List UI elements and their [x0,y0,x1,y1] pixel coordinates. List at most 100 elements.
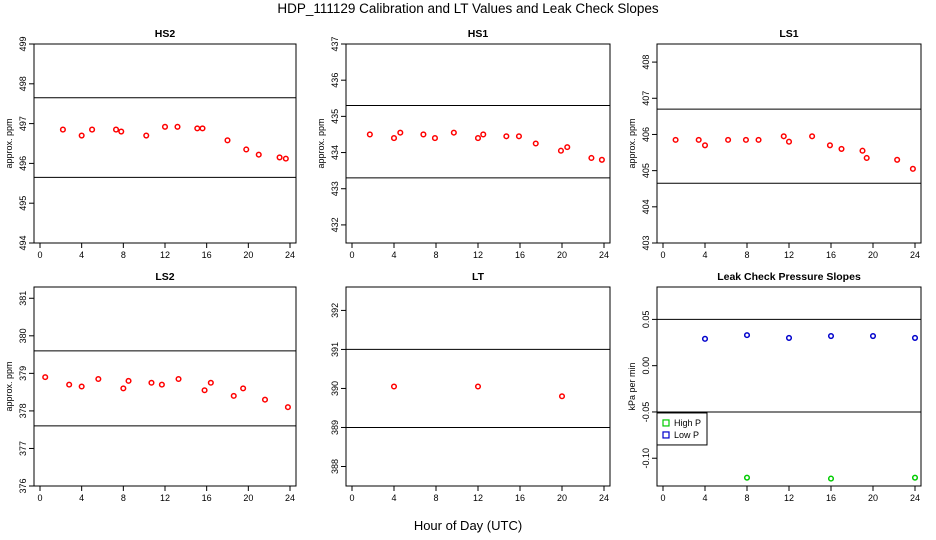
data-point [261,396,269,403]
data-point [503,133,510,140]
data-point [158,381,165,388]
data-point-high-p [911,474,919,481]
x-tick-label: 4 [79,250,84,260]
x-tick-label: 8 [744,493,749,503]
x-tick-label: 8 [433,493,438,503]
y-tick-label: -0.10 [641,448,651,469]
data-point [59,126,66,133]
data-point [558,393,566,400]
plot-frame [345,286,611,487]
y-tick-label: 381 [18,291,28,306]
x-axis-title: Hour of Day (UTC) [413,518,523,533]
plot-frame [656,286,922,487]
y-tick-label: 377 [18,441,28,456]
x-tick-label: 24 [599,250,609,260]
panel-title: HS2 [155,28,176,40]
y-tick-label: 432 [330,217,340,232]
y-tick-label: 404 [641,199,651,214]
data-point [420,131,427,138]
data-point [695,136,702,143]
x-tick-label: 12 [473,250,483,260]
panel-ls2: LS2 0 4 8 12 16 20 24 376 377 378 379 380 381 approx. … [4,271,297,503]
legend-swatch [662,419,670,427]
data-point [125,377,132,384]
data-point [780,133,787,140]
data-point [276,154,283,161]
data-point [474,383,482,390]
data-point [532,140,539,147]
panel-hs1: HS1 0 4 8 12 16 20 24 432 433 434 435 436 437 approx. … [316,28,611,260]
x-tick-label: 0 [37,493,42,503]
data-point [725,136,732,143]
y-tick-label: 433 [330,181,340,196]
y-tick-label: 494 [18,235,28,250]
x-tick-label: 20 [868,250,878,260]
data-point [95,375,102,383]
y-axis-label: approx. ppm [4,361,14,411]
y-tick-label: 388 [330,459,340,474]
y-axis-label: approx. ppm [627,118,637,168]
data-point-low-p [785,334,793,341]
plot-frame [33,43,297,244]
data-point-high-p [743,474,751,481]
y-tick-label: 407 [641,91,651,106]
data-point [785,138,793,145]
plot-frame [345,43,611,244]
y-tick-label: 406 [641,127,651,142]
main-title: HDP_111129 Calibration and LT Values and… [277,1,659,16]
legend-label: Low P [674,430,699,440]
x-tick-label: 20 [243,250,253,260]
data-point [175,375,182,383]
y-tick-label: 390 [330,381,340,396]
x-tick-label: 8 [433,250,438,260]
y-axis-label: kPa per min [627,362,637,410]
data-point [42,374,49,381]
y-tick-label: 0.05 [641,311,651,329]
y-tick-label: 405 [641,163,651,178]
data-point [120,385,127,392]
data-point [564,144,571,151]
y-tick-label: 499 [18,36,28,51]
data-point [474,135,482,142]
data-point [78,383,85,390]
data-point [255,151,262,158]
data-point [230,392,237,399]
data-point [118,128,125,135]
x-tick-label: 12 [784,493,794,503]
y-tick-label: 435 [330,109,340,124]
y-tick-label: 408 [641,55,651,70]
data-point [240,385,247,392]
y-tick-label: 392 [330,303,340,318]
panel-ls1: LS1 0 4 8 12 16 20 24 403 404 405 406 407 408 approx. … [627,28,922,260]
data-point [224,137,231,144]
x-tick-label: 16 [826,250,836,260]
data-point [148,379,155,386]
x-tick-label: 4 [79,493,84,503]
y-tick-label: 379 [18,366,28,381]
data-point [66,381,73,388]
x-tick-label: 4 [391,250,396,260]
data-point [174,123,181,130]
data-point [755,136,762,143]
y-tick-label: 434 [330,145,340,160]
x-tick-label: 12 [160,493,170,503]
data-point [557,147,565,154]
y-tick-label: 378 [18,403,28,418]
data-point-low-p [743,332,751,339]
data-point [431,135,439,142]
y-tick-label: 498 [18,76,28,91]
x-tick-label: 0 [37,250,42,260]
x-tick-label: 20 [868,493,878,503]
data-point [201,387,208,394]
x-tick-label: 20 [557,493,567,503]
data-point-low-p [827,333,835,340]
x-tick-label: 0 [349,493,354,503]
plot-frame [33,286,297,487]
data-point [282,155,289,162]
x-tick-label: 24 [599,493,609,503]
legend-box [656,412,708,446]
data-point [672,136,679,143]
panel-hs2: HS2 0 4 8 12 16 20 24 494 495 496 497 498 499 approx. … [4,28,297,260]
data-point [112,126,120,133]
